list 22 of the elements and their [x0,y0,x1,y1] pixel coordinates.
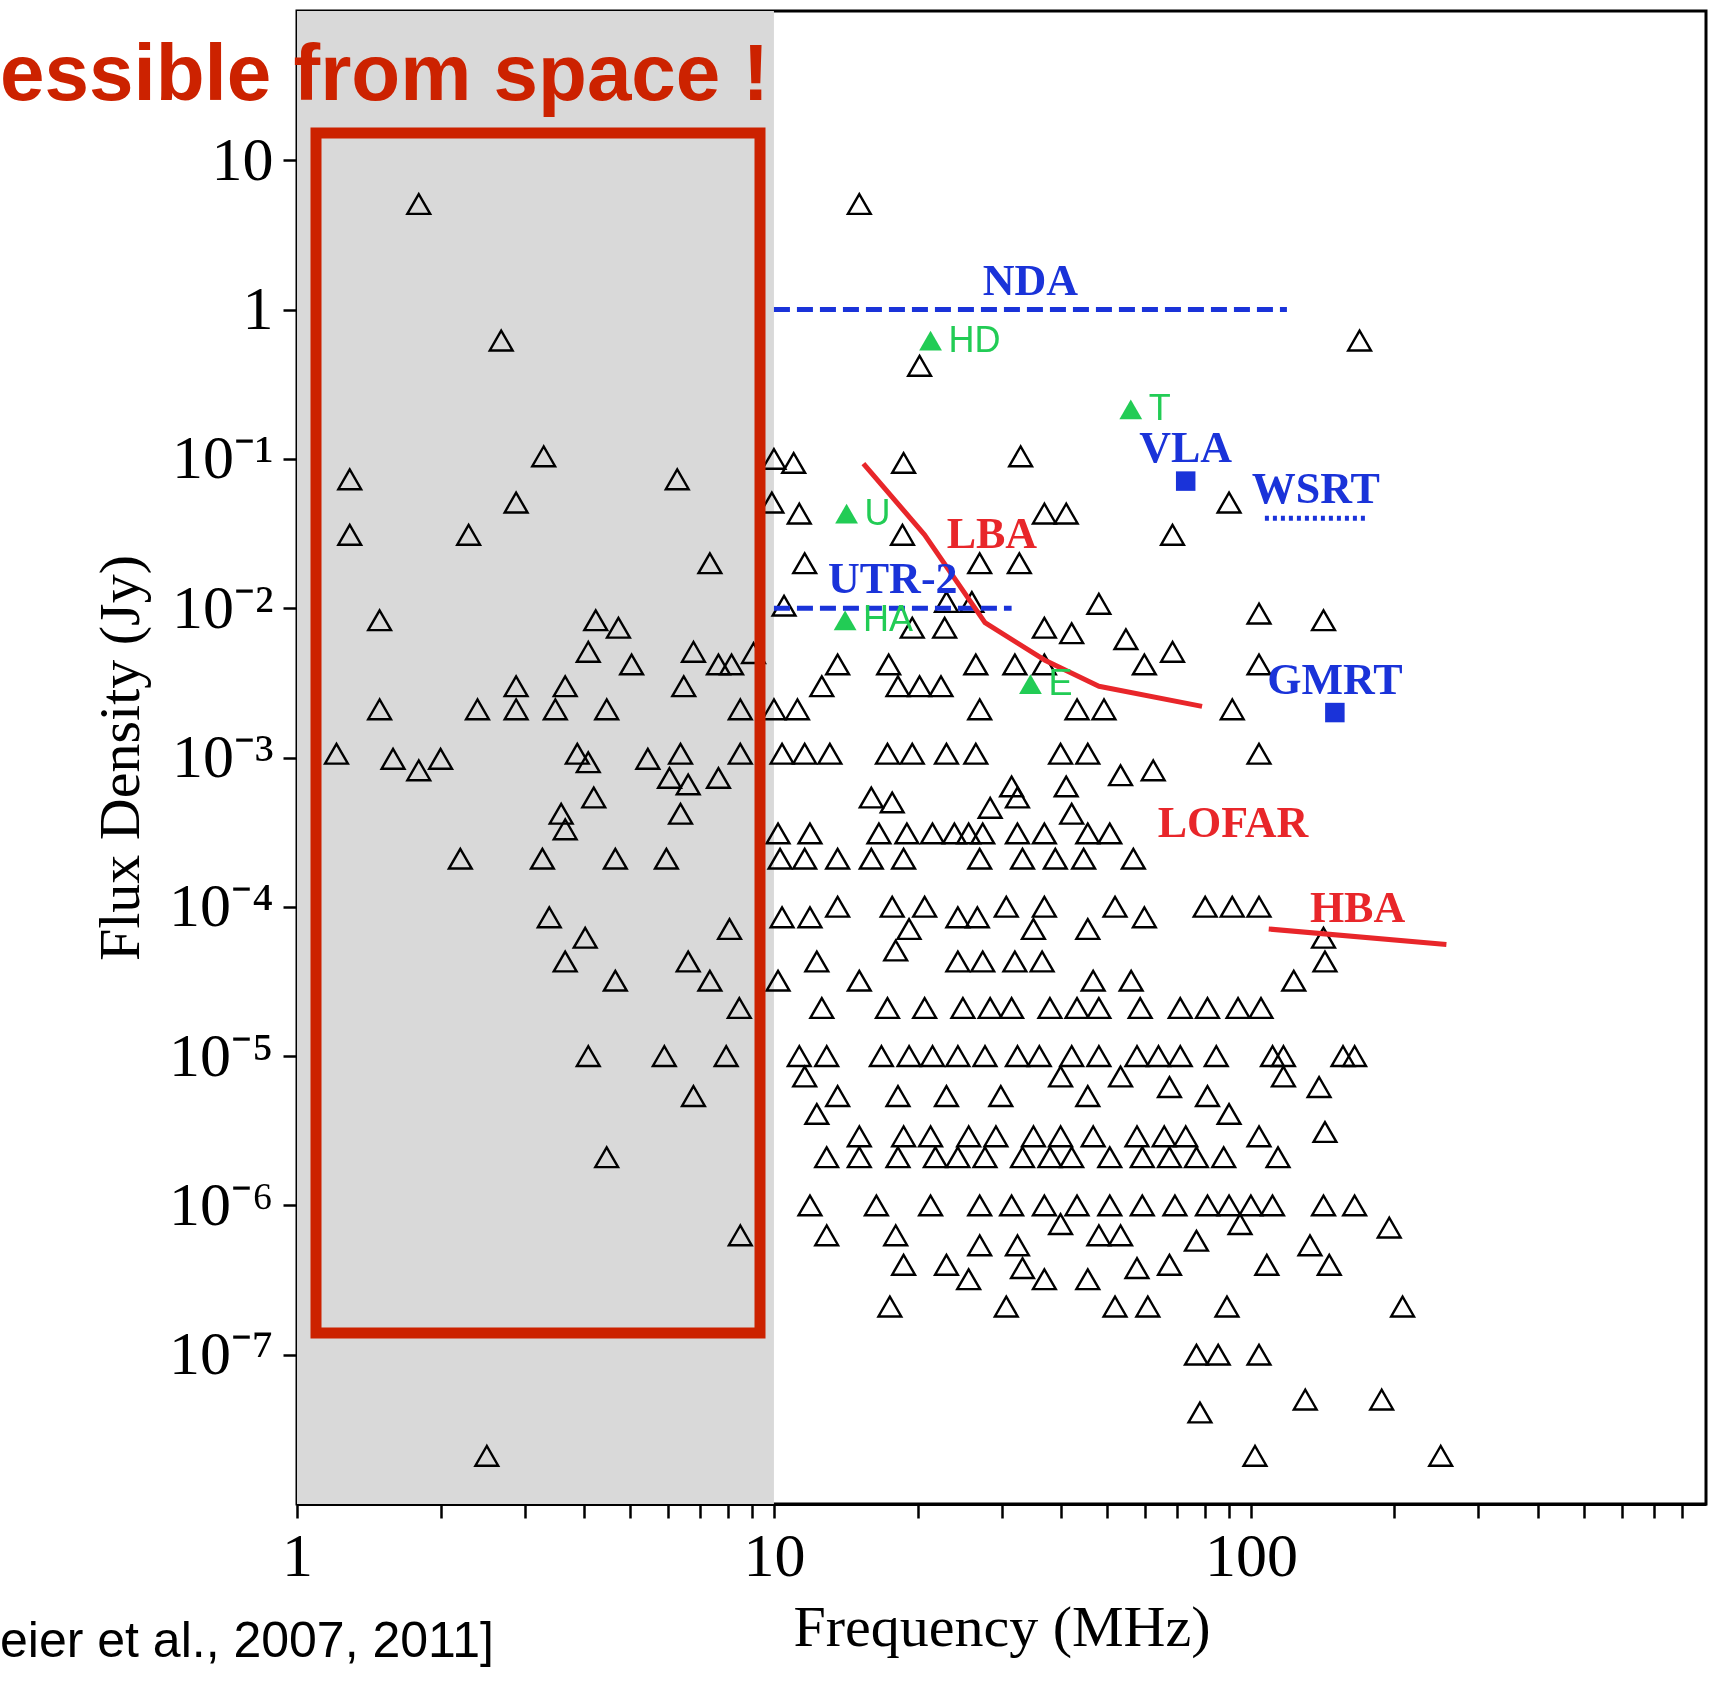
x-tick-label: 100 [1204,1520,1298,1589]
y-tick-label: 10⁻¹ [171,423,274,492]
series-label: GMRT [1267,654,1403,704]
y-tick-label: 10⁻³ [171,722,274,790]
y-tick-label: 10 [211,124,274,193]
series-label: E [1048,662,1073,704]
series-label: U [864,491,891,533]
y-tick-label: 10⁻² [171,572,274,641]
series-label: HD [948,318,1001,360]
series-label: NDA [982,255,1079,305]
series-label: HBA [1309,882,1406,932]
text: eier et al., 2007, 2011] [0,1612,494,1668]
series-label: WSRT [1251,464,1380,514]
y-tick-label: 10⁻⁵ [168,1020,274,1089]
y-tick-label: 10⁻⁴ [168,871,274,940]
x-tick-label: 10 [743,1520,806,1589]
y-tick-label: 10⁻⁷ [168,1319,274,1388]
x-axis-title: Frequency (MHz) [793,1593,1211,1659]
y-tick-label: 10⁻⁶ [168,1169,274,1238]
annotation: LOFAR [1157,798,1310,847]
y-axis-title: Flux Density (Jy) [86,555,152,961]
y-tick-label: 1 [242,274,274,343]
